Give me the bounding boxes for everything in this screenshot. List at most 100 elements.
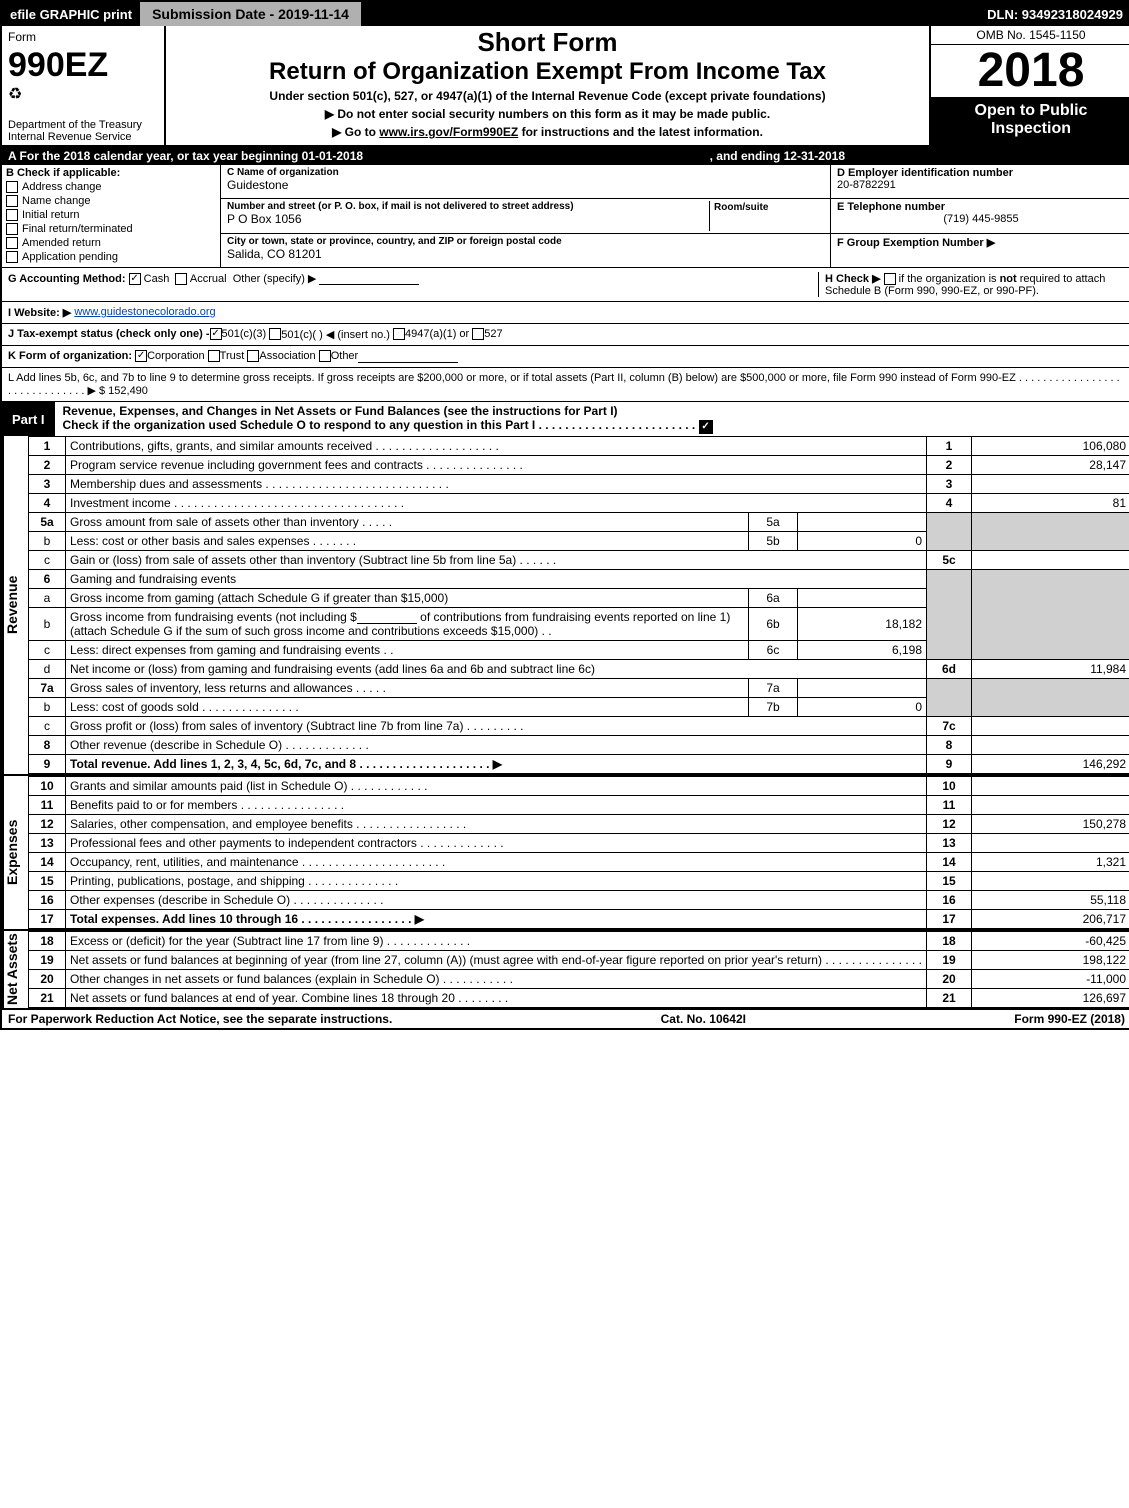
recycle-icon: ♻ [8,84,158,104]
city-value: Salida, CO 81201 [227,247,824,261]
street-label: Number and street (or P. O. box, if mail… [227,201,709,212]
row-l: L Add lines 5b, 6c, and 7b to line 9 to … [2,368,1129,402]
line-11: 11Benefits paid to or for members . . . … [29,796,1129,815]
line-18: 18Excess or (deficit) for the year (Subt… [29,932,1129,951]
page-footer: For Paperwork Reduction Act Notice, see … [2,1010,1129,1028]
line-20: 20Other changes in net assets or fund ba… [29,970,1129,989]
org-name-row: C Name of organization Guidestone [221,165,830,199]
part1-title: Revenue, Expenses, and Changes in Net As… [55,402,1129,436]
g-other-blank[interactable] [319,272,419,285]
chk-other[interactable] [319,350,331,362]
revenue-side-label: Revenue [2,436,28,774]
j-4947: 4947(a)(1) or [405,328,469,341]
chk-name-change[interactable]: Name change [6,195,216,207]
entity-block: B Check if applicable: Address change Na… [2,165,1129,268]
top-bar: efile GRAPHIC print Submission Date - 20… [2,2,1129,26]
irs-link[interactable]: www.irs.gov/Form990EZ [379,125,518,139]
subtitle: Under section 501(c), 527, or 4947(a)(1)… [174,89,921,103]
chk-assoc[interactable] [247,350,259,362]
header-center: Short Form Return of Organization Exempt… [166,26,929,145]
line-7a: 7aGross sales of inventory, less returns… [29,679,1129,698]
expenses-side-label: Expenses [2,776,28,929]
room-label: Room/suite [714,202,768,213]
tax-year: 2018 [931,45,1129,98]
part1-check-line: Check if the organization used Schedule … [63,418,696,432]
line-4: 4Investment income . . . . . . . . . . .… [29,494,1129,513]
expenses-table: 10Grants and similar amounts paid (list … [28,776,1129,929]
goto-prefix: ▶ Go to [332,125,379,139]
g-label: G Accounting Method: [8,273,126,285]
chk-amended[interactable]: Amended return [6,237,216,249]
check-column-b: B Check if applicable: Address change Na… [2,165,221,267]
group-label: F Group Exemption Number ▶ [837,236,1125,249]
dept-text: Department of the Treasury [8,119,142,131]
main-title: Return of Organization Exempt From Incom… [174,59,921,85]
city-row: City or town, state or province, country… [221,234,830,267]
chk-h[interactable] [884,273,896,285]
street-row: Number and street (or P. O. box, if mail… [221,199,830,233]
submission-date-button[interactable]: Submission Date - 2019-11-14 [140,2,361,26]
i-label: I Website: ▶ [8,306,71,319]
org-name-label: C Name of organization [227,167,824,178]
chk-corp[interactable] [135,350,147,362]
6b-blank[interactable] [357,611,417,624]
h-t2: if the organization is [899,273,1000,285]
name-column: C Name of organization Guidestone Number… [221,165,830,267]
chk-4947[interactable] [393,328,405,340]
j-label: J Tax-exempt status (check only one) - [8,328,210,341]
row-j: J Tax-exempt status (check only one) - 5… [2,324,1129,346]
ein-label: D Employer identification number [837,167,1125,179]
line-19: 19Net assets or fund balances at beginni… [29,951,1129,970]
line-10: 10Grants and similar amounts paid (list … [29,777,1129,796]
line-6: 6Gaming and fundraising events [29,570,1129,589]
header-right: OMB No. 1545-1150 2018 Open to Public In… [929,26,1129,145]
chk-initial-return[interactable]: Initial return [6,209,216,221]
b-label: B Check if applicable: [6,167,216,179]
chk-final-return[interactable]: Final return/terminated [6,223,216,235]
k-other: Other [331,350,359,363]
revenue-section: Revenue 1Contributions, gifts, grants, a… [2,436,1129,776]
chk-app-pending[interactable]: Application pending [6,251,216,263]
line-5c: cGain or (loss) from sale of assets othe… [29,551,1129,570]
chk-501c[interactable] [269,328,281,340]
chk-501c3[interactable] [210,328,222,340]
row-g: G Accounting Method: Cash Accrual Other … [8,272,818,297]
k-label: K Form of organization: [8,350,132,363]
footer-right: Form 990-EZ (2018) [1014,1012,1125,1026]
phone-cell: E Telephone number (719) 445-9855 [831,199,1129,233]
period-row: A For the 2018 calendar year, or tax yea… [2,147,1129,165]
g-cash: Cash [144,273,170,285]
j-501c: 501(c)( ) ◀ (insert no.) [281,328,390,341]
h-label: H Check ▶ [825,273,881,285]
line-13: 13Professional fees and other payments t… [29,834,1129,853]
line-1: 1Contributions, gifts, grants, and simil… [29,437,1129,456]
dln-label: DLN: 93492318024929 [979,7,1129,22]
chk-527[interactable] [472,328,484,340]
period-end: , and ending 12-31-2018 [710,149,845,163]
line-15: 15Printing, publications, postage, and s… [29,872,1129,891]
row-h: H Check ▶ if the organization is not req… [818,272,1125,297]
k-other-blank[interactable] [358,350,458,363]
chk-address-change[interactable]: Address change [6,181,216,193]
chk-trust[interactable] [208,350,220,362]
ein-value: 20-8782291 [837,179,1125,191]
row-k: K Form of organization: Corporation Trus… [2,346,1129,368]
treasury-label: Department of the Treasury Internal Reve… [8,119,142,143]
part1-title-text: Revenue, Expenses, and Changes in Net As… [63,404,618,418]
chk-cash[interactable] [129,273,141,285]
part1-schedule-o-check[interactable]: ✓ [699,420,713,434]
footer-left: For Paperwork Reduction Act Notice, see … [8,1012,392,1026]
row-i: I Website: ▶ www.guidestonecolorado.org [2,302,1129,324]
line-2: 2Program service revenue including gover… [29,456,1129,475]
chk-accrual[interactable] [175,273,187,285]
open-to-public: Open to Public Inspection [931,98,1129,145]
form-990ez-page: efile GRAPHIC print Submission Date - 20… [0,0,1129,1030]
line-9: 9Total revenue. Add lines 1, 2, 3, 4, 5c… [29,755,1129,774]
line-3: 3Membership dues and assessments . . . .… [29,475,1129,494]
line-6d: dNet income or (loss) from gaming and fu… [29,660,1129,679]
k-corp: Corporation [147,350,204,363]
footer-center: Cat. No. 10642I [661,1012,746,1026]
line-21: 21Net assets or fund balances at end of … [29,989,1129,1008]
website-link[interactable]: www.guidestonecolorado.org [74,306,215,319]
omb-label: OMB No. 1545-1150 [931,26,1129,45]
